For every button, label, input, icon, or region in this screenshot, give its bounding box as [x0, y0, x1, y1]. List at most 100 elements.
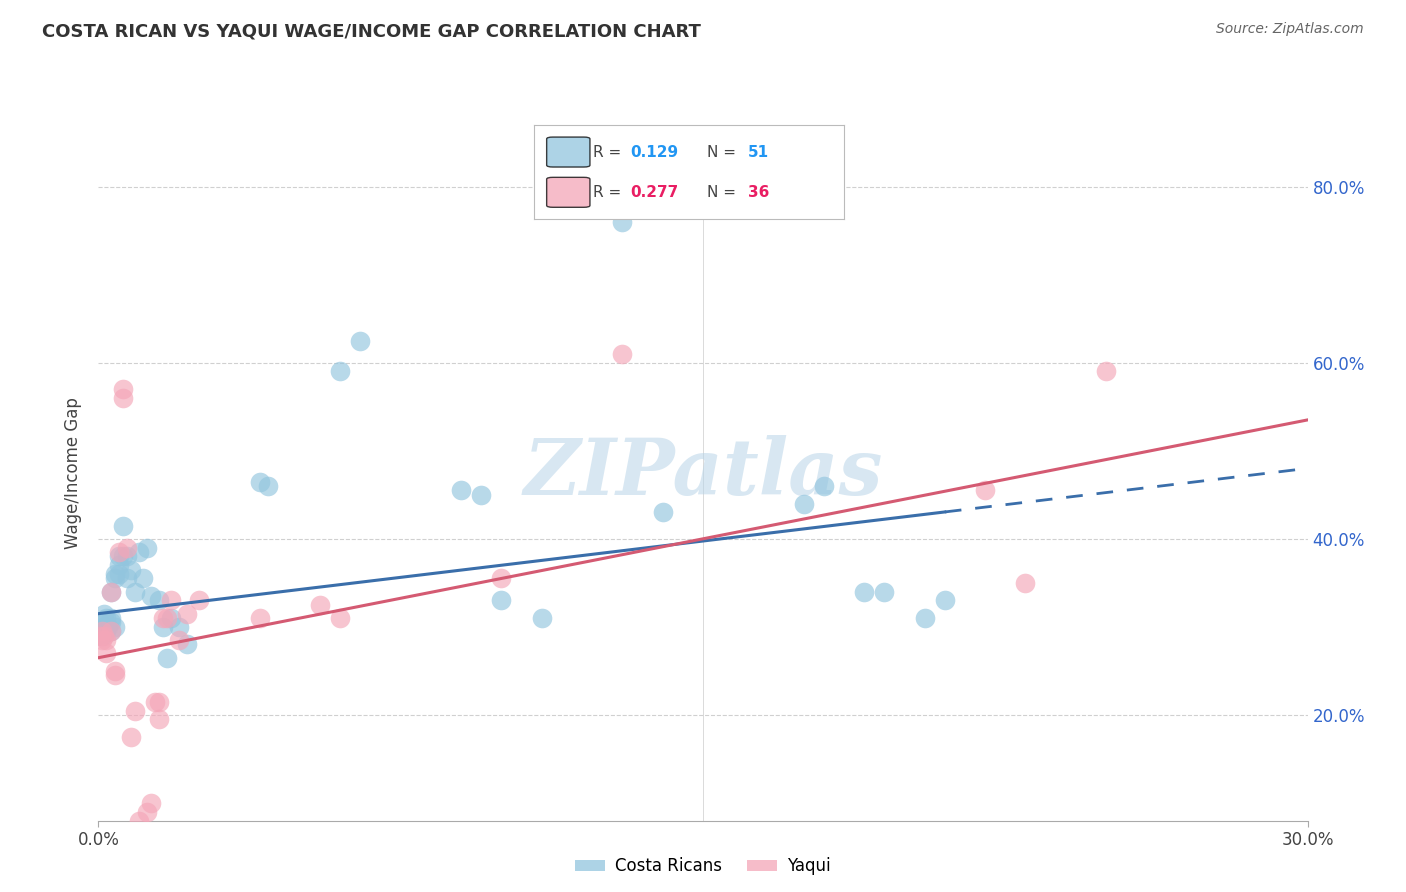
Text: R =: R =: [593, 145, 626, 160]
Point: [156, 611, 179, 625]
Point: [329, 364, 352, 378]
Point: [120, 730, 142, 744]
Point: [100, 611, 122, 625]
Point: [793, 497, 815, 511]
Text: Source: ZipAtlas.com: Source: ZipAtlas.com: [1216, 22, 1364, 37]
Point: [132, 571, 155, 585]
Point: [100, 584, 122, 599]
Point: [128, 814, 150, 828]
Point: [853, 584, 876, 599]
Point: [91, 624, 114, 639]
Point: [651, 505, 673, 519]
Text: 0.277: 0.277: [630, 185, 679, 200]
Point: [152, 620, 174, 634]
Point: [100, 615, 122, 630]
Point: [249, 611, 271, 625]
Point: [115, 571, 138, 585]
Point: [91, 629, 114, 643]
Point: [873, 584, 896, 599]
Text: COSTA RICAN VS YAQUI WAGE/INCOME GAP CORRELATION CHART: COSTA RICAN VS YAQUI WAGE/INCOME GAP COR…: [42, 22, 702, 40]
Point: [111, 549, 134, 564]
Point: [111, 391, 134, 405]
Point: [249, 475, 271, 489]
Point: [470, 488, 492, 502]
Point: [91, 624, 114, 639]
Point: [93, 629, 115, 643]
Point: [124, 584, 146, 599]
Point: [89, 629, 111, 643]
Point: [450, 483, 472, 498]
Point: [124, 704, 146, 718]
Point: [176, 607, 198, 621]
Point: [100, 624, 122, 639]
Point: [167, 633, 190, 648]
Text: N =: N =: [707, 145, 741, 160]
Point: [103, 567, 125, 582]
Point: [934, 593, 956, 607]
Point: [100, 624, 122, 639]
Point: [107, 545, 129, 559]
Point: [167, 620, 190, 634]
Point: [139, 796, 162, 810]
FancyBboxPatch shape: [547, 137, 591, 167]
Point: [115, 541, 138, 555]
Point: [107, 558, 129, 573]
Point: [103, 668, 125, 682]
Point: [176, 638, 198, 652]
Point: [148, 695, 170, 709]
Point: [256, 479, 278, 493]
Point: [612, 347, 634, 361]
Point: [160, 593, 183, 607]
Point: [329, 611, 352, 625]
Point: [813, 479, 835, 493]
Point: [115, 549, 138, 564]
Point: [107, 567, 129, 582]
Point: [1095, 364, 1118, 378]
Point: [491, 571, 513, 585]
Point: [120, 563, 142, 577]
Point: [148, 712, 170, 726]
Point: [152, 611, 174, 625]
Point: [914, 611, 936, 625]
Point: [93, 607, 115, 621]
Y-axis label: Wage/Income Gap: Wage/Income Gap: [65, 397, 83, 549]
Legend: Costa Ricans, Yaqui: Costa Ricans, Yaqui: [568, 851, 838, 882]
Point: [96, 611, 118, 625]
Point: [160, 611, 183, 625]
Text: 0.129: 0.129: [630, 145, 678, 160]
Point: [111, 382, 134, 396]
Point: [156, 650, 179, 665]
Point: [100, 584, 122, 599]
Point: [309, 598, 332, 612]
Point: [103, 620, 125, 634]
Point: [91, 633, 114, 648]
Text: 36: 36: [748, 185, 769, 200]
Point: [974, 483, 997, 498]
Text: N =: N =: [707, 185, 741, 200]
Point: [148, 593, 170, 607]
Text: 51: 51: [748, 145, 769, 160]
Point: [128, 545, 150, 559]
Point: [97, 620, 120, 634]
Point: [107, 549, 129, 564]
Point: [103, 664, 125, 678]
Point: [188, 593, 211, 607]
Text: R =: R =: [593, 185, 626, 200]
Point: [96, 620, 118, 634]
Point: [612, 215, 634, 229]
Point: [143, 695, 166, 709]
Point: [96, 633, 118, 648]
Point: [135, 541, 157, 555]
Point: [91, 620, 114, 634]
Point: [135, 805, 157, 819]
Point: [139, 589, 162, 603]
Point: [89, 615, 111, 630]
Point: [530, 611, 553, 625]
Point: [1014, 575, 1036, 590]
Point: [111, 518, 134, 533]
Point: [103, 571, 125, 585]
Point: [349, 334, 371, 348]
Point: [96, 624, 118, 639]
FancyBboxPatch shape: [547, 178, 591, 207]
Text: ZIPatlas: ZIPatlas: [523, 434, 883, 511]
